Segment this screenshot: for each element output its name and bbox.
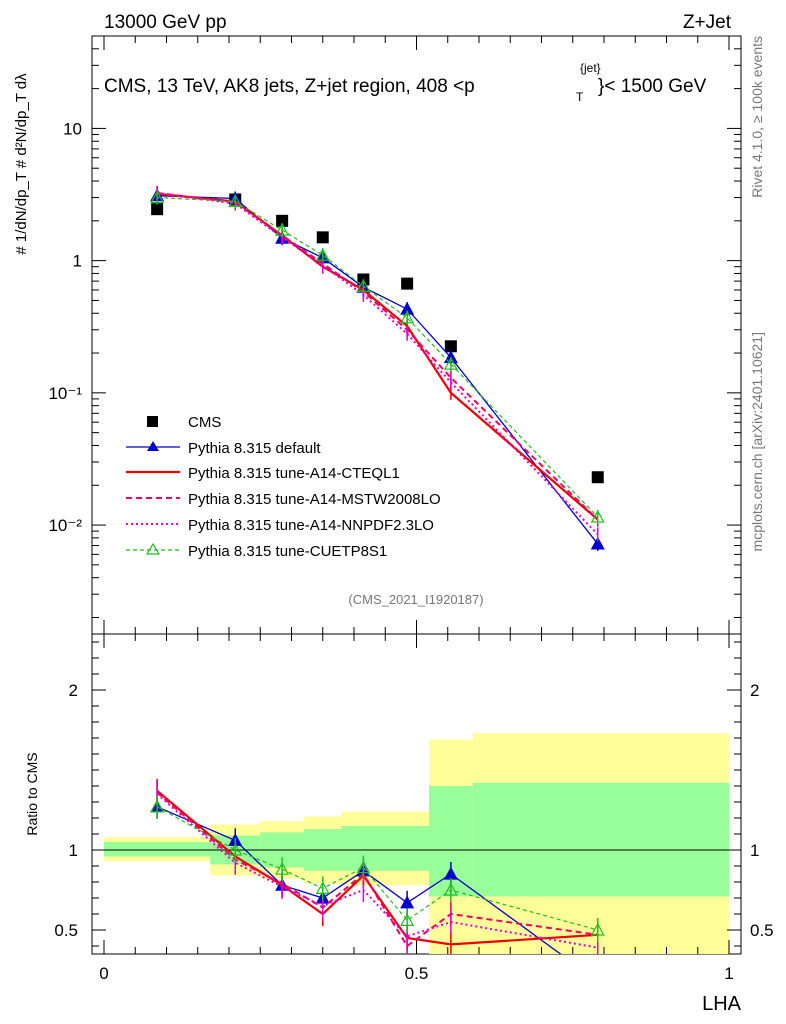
legend: CMS Pythia 8.315 default Pythia 8.315 tu… bbox=[126, 414, 441, 560]
legend-entry-default: Pythia 8.315 default bbox=[126, 440, 321, 457]
ratio-line-cuetp8s1 bbox=[156, 806, 598, 931]
legend-label-mstw: Pythia 8.315 tune-A14-MSTW2008LO bbox=[188, 491, 441, 508]
main-point-default bbox=[590, 536, 605, 550]
plot-title-sup: {jet} bbox=[580, 61, 601, 75]
ratio-series-clip bbox=[150, 778, 605, 986]
side-label-mcplots: mcplots.cern.ch [arXiv:2401.10621] bbox=[749, 332, 765, 551]
header-process: Z+Jet bbox=[683, 12, 732, 33]
legend-label-cteql1: Pythia 8.315 tune-A14-CTEQL1 bbox=[188, 465, 400, 482]
main-point-cuetp8s1 bbox=[150, 190, 165, 204]
ratio-point-cuetp8s1 bbox=[275, 861, 290, 875]
ratio-point-cuetp8s1 bbox=[400, 913, 415, 927]
ratio-uncertainty-bands bbox=[92, 733, 741, 954]
ratio-xtick-label: 1 bbox=[724, 964, 733, 983]
main-point-cuetp8s1 bbox=[275, 222, 290, 236]
ratio-ytick-label-right: 0.5 bbox=[750, 921, 774, 940]
ratio-xtick-label: 0.5 bbox=[405, 964, 429, 983]
plot-title-main: CMS, 13 TeV, AK8 jets, Z+jet region, 408… bbox=[104, 76, 464, 97]
legend-label-default: Pythia 8.315 default bbox=[188, 440, 321, 457]
ratio-line-default bbox=[156, 806, 562, 954]
header-energy: 13000 GeV pp bbox=[104, 12, 227, 33]
legend-label-cuetp8s1: Pythia 8.315 tune-CUETP8S1 bbox=[188, 543, 387, 560]
ratio-point-default bbox=[592, 975, 604, 986]
ratio-point-cuetp8s1 bbox=[228, 842, 243, 856]
legend-label-cms: CMS bbox=[188, 414, 221, 431]
main-point-cuetp8s1 bbox=[356, 279, 371, 292]
ratio-ylabel: Ratio to CMS bbox=[24, 752, 40, 835]
ratio-ytick-label: 2 bbox=[69, 681, 78, 700]
ratio-point-cuetp8s1 bbox=[315, 881, 330, 895]
main-point-cuetp8s1 bbox=[443, 356, 458, 370]
legend-marker-cms bbox=[147, 416, 158, 427]
cms-point-3 bbox=[316, 231, 329, 244]
legend-label-nnpdf: Pythia 8.315 tune-A14-NNPDF2.3LO bbox=[188, 517, 434, 534]
plot-title-pt: p bbox=[464, 76, 475, 97]
cms-point-5 bbox=[401, 277, 414, 290]
ratio-ytick-label-right: 1 bbox=[750, 841, 759, 860]
ratio-ytick-label: 1 bbox=[69, 841, 78, 860]
plot-title-sub: T bbox=[576, 90, 584, 104]
legend-entry-cteql1: Pythia 8.315 tune-A14-CTEQL1 bbox=[126, 465, 400, 482]
main-point-cuetp8s1 bbox=[590, 509, 605, 523]
legend-entry-cuetp8s1: Pythia 8.315 tune-CUETP8S1 bbox=[126, 542, 387, 560]
band-stat-4 bbox=[341, 826, 429, 871]
band-stat-0 bbox=[104, 842, 211, 857]
main-line-mstw bbox=[157, 191, 599, 521]
cms-point-2 bbox=[276, 214, 289, 227]
ratio-point-cuetp8s1 bbox=[590, 922, 605, 936]
main-series bbox=[150, 185, 605, 551]
legend-marker-default bbox=[147, 441, 159, 451]
analysis-id: (CMS_2021_I1920187) bbox=[348, 592, 483, 607]
legend-entry-mstw: Pythia 8.315 tune-A14-MSTW2008LO bbox=[126, 491, 441, 508]
ratio-point-cuetp8s1 bbox=[443, 882, 458, 896]
plot-title: CMS, 13 TeV, AK8 jets, Z+jet region, 408… bbox=[104, 76, 475, 97]
cms-point-0 bbox=[151, 203, 164, 216]
ratio-axes: 0 0.5 1 0.5 0.5 1 1 2 2 bbox=[54, 634, 774, 983]
cms-point-7 bbox=[591, 471, 604, 484]
main-line-nnpdf bbox=[156, 191, 599, 536]
main-line-default bbox=[157, 195, 599, 545]
ratio-point-default bbox=[400, 895, 415, 909]
cms-point-6 bbox=[444, 340, 457, 353]
band-stat-6 bbox=[472, 782, 729, 897]
main-line-cuetp8s1 bbox=[157, 196, 599, 518]
legend-marker-cuetp8s1 bbox=[145, 542, 161, 555]
ratio-ytick-label: 0.5 bbox=[54, 921, 78, 940]
main-ytick-label: 10 bbox=[63, 119, 82, 138]
legend-entry-cms: CMS bbox=[147, 414, 221, 431]
main-point-cuetp8s1 bbox=[400, 310, 415, 324]
ratio-point-cuetp8s1 bbox=[356, 860, 371, 874]
main-ytick-label: 1 bbox=[73, 252, 82, 271]
main-axes: 10⁻² 10⁻¹ 1 10 bbox=[48, 35, 741, 634]
ratio-point-cuetp8s1 bbox=[150, 799, 165, 813]
main-point-cuetp8s1 bbox=[315, 247, 330, 261]
xlabel: LHA bbox=[702, 993, 742, 1015]
main-ytick-label: 10⁻¹ bbox=[48, 384, 82, 403]
side-label-rivet: Rivet 4.1.0, ≥ 100k events bbox=[749, 36, 765, 198]
main-point-cuetp8s1 bbox=[228, 194, 243, 208]
main-ylabel: # 1/dN/dp_T # d²N/dp_T dλ bbox=[13, 73, 30, 255]
main-ytick-label: 10⁻² bbox=[48, 516, 82, 535]
ratio-series bbox=[150, 778, 605, 986]
plot-title-tail: }< 1500 GeV bbox=[598, 76, 707, 97]
legend-entry-nnpdf: Pythia 8.315 tune-A14-NNPDF2.3LO bbox=[126, 517, 434, 534]
ratio-ytick-label-right: 2 bbox=[750, 681, 759, 700]
ratio-line-cteql1 bbox=[156, 789, 598, 946]
ratio-line-mstw bbox=[156, 791, 598, 948]
ratio-xtick-label: 0 bbox=[99, 964, 108, 983]
